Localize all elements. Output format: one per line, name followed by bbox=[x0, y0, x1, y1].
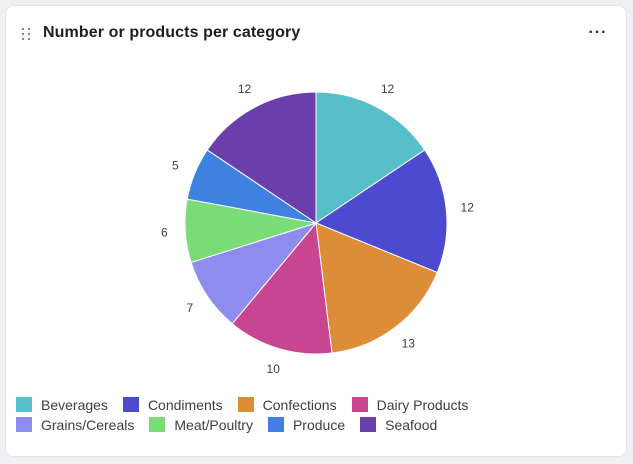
legend-label: Produce bbox=[292, 416, 346, 433]
more-options-button[interactable]: ··· bbox=[588, 24, 608, 41]
data-label-grains-cereals: 7 bbox=[186, 301, 193, 315]
legend-item-grains-cereals[interactable]: Grains/Cereals bbox=[16, 416, 134, 433]
legend-item-dairy-products[interactable]: Dairy Products bbox=[351, 396, 469, 413]
card-header: Number or products per category ··· bbox=[6, 6, 626, 62]
legend-item-meat-poultry[interactable]: Meat/Poultry bbox=[149, 416, 253, 433]
legend-item-confections[interactable]: Confections bbox=[237, 396, 337, 413]
legend-swatch bbox=[122, 397, 139, 412]
legend-swatch bbox=[267, 417, 284, 432]
pie-slice-beverages[interactable] bbox=[315, 91, 426, 224]
pie-slice-confections[interactable] bbox=[315, 222, 438, 354]
legend-label: Condiments bbox=[147, 396, 223, 413]
drag-handle-icon[interactable] bbox=[22, 28, 32, 42]
data-label-produce: 5 bbox=[172, 159, 179, 173]
legend-item-condiments[interactable]: Condiments bbox=[122, 396, 223, 413]
data-label-meat-poultry: 6 bbox=[161, 225, 168, 239]
legend-swatch bbox=[16, 417, 32, 432]
chart-card: Number or products per category ··· 12 12… bbox=[6, 6, 626, 456]
legend-swatch bbox=[16, 397, 32, 412]
pie-slice-condiments[interactable] bbox=[314, 149, 448, 274]
legend-item-beverages[interactable]: Beverages bbox=[16, 396, 108, 413]
data-label-dairy-products: 10 bbox=[267, 362, 281, 376]
pie-chart: 12 12 13 10 7 6 5 12 bbox=[161, 82, 475, 376]
legend-label: Confections bbox=[262, 396, 337, 413]
legend-label: Dairy Products bbox=[376, 396, 469, 413]
legend-swatch bbox=[237, 397, 254, 412]
legend-swatch bbox=[360, 417, 377, 432]
legend-item-produce[interactable]: Produce bbox=[267, 416, 346, 433]
legend-swatch bbox=[149, 417, 166, 432]
legend-label: Seafood bbox=[385, 416, 438, 433]
pie-slice-seafood[interactable] bbox=[206, 91, 317, 224]
data-label-condiments: 12 bbox=[461, 201, 475, 215]
data-label-seafood: 12 bbox=[238, 82, 252, 96]
legend-label: Grains/Cereals bbox=[41, 416, 135, 433]
legend-label: Beverages bbox=[41, 396, 108, 413]
legend-label: Meat/Poultry bbox=[174, 416, 253, 433]
legend-item-seafood[interactable]: Seafood bbox=[360, 416, 437, 433]
legend-swatch bbox=[351, 397, 368, 412]
data-label-beverages: 12 bbox=[381, 82, 395, 96]
chart-legend: Beverages Condiments Confections Dairy Prod… bbox=[16, 396, 576, 433]
chart-title: Number or products per category bbox=[43, 24, 301, 41]
data-label-confections: 13 bbox=[402, 337, 416, 351]
pie-slice-dairy-products[interactable] bbox=[231, 221, 333, 355]
